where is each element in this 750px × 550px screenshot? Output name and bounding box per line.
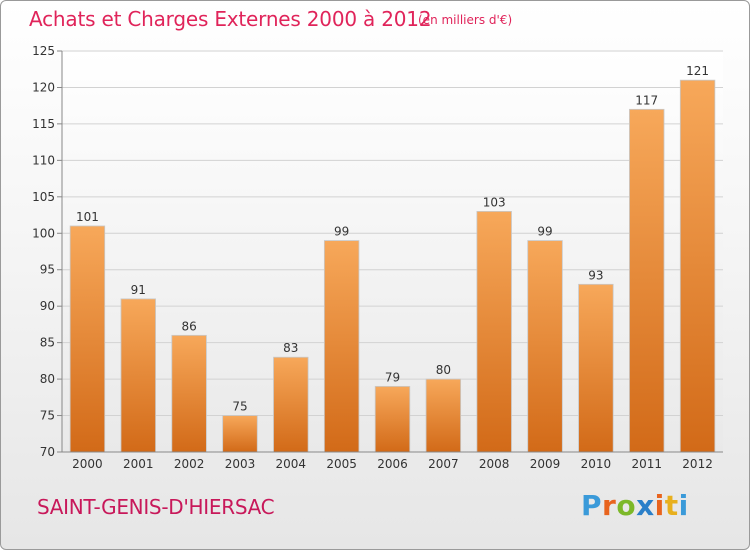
data-label: 91 [131,283,146,297]
data-label: 103 [483,195,506,209]
chart-title: Achats et Charges Externes 2000 à 2012 [29,7,432,31]
y-tick-label: 110 [32,153,55,167]
x-tick-label: 2000 [72,457,103,471]
data-label: 79 [385,370,400,384]
x-tick-label: 2002 [174,457,205,471]
bar-2012 [679,79,716,453]
logo-letter: i [678,489,689,522]
x-tick-label: 2008 [479,457,510,471]
bar-2000 [69,225,106,453]
town-name: SAINT-GENIS-D'HIERSAC [37,495,275,519]
y-tick-label: 80 [40,372,55,386]
y-tick-label: 95 [40,263,55,277]
proxiti-logo[interactable]: Proxiti [581,489,689,522]
y-tick-label: 105 [32,190,55,204]
data-label: 75 [232,400,247,414]
data-label: 121 [686,64,709,78]
logo-letter: i [654,489,665,522]
data-label: 101 [76,210,99,224]
x-tick-label: 2011 [631,457,662,471]
x-tick-label: 2009 [530,457,561,471]
data-label: 80 [436,363,451,377]
bar-2007 [425,378,462,453]
x-tick-label: 2006 [377,457,408,471]
logo-letter: P [581,489,603,522]
logo-letter: t [664,489,679,522]
y-tick-label: 120 [32,80,55,94]
y-tick-label: 100 [32,226,55,240]
data-label: 86 [181,319,196,333]
bar-2011 [629,108,665,453]
data-label: 117 [635,93,658,107]
y-tick-label: 90 [40,299,55,313]
bar-2001 [120,298,156,453]
y-tick-label: 70 [40,445,55,459]
logo-letter: x [636,489,655,522]
y-tick-label: 125 [32,44,55,58]
y-tick-label: 115 [32,117,55,131]
x-tick-label: 2005 [326,457,357,471]
bar-2002 [171,334,207,453]
bar-2010 [578,283,614,453]
data-label: 93 [588,268,603,282]
bar-2008 [476,210,512,453]
bar-2003 [222,415,258,453]
x-tick-label: 2004 [276,457,307,471]
x-tick-label: 2001 [123,457,154,471]
x-tick-label: 2010 [581,457,612,471]
y-tick-label: 85 [40,336,55,350]
data-label: 99 [334,225,349,239]
chart-subtitle: (en milliers d'€) [418,13,513,27]
logo-letter: o [616,489,637,522]
logo-letter: r [602,489,617,522]
x-tick-label: 2003 [225,457,256,471]
bar-2005 [323,240,360,453]
data-label: 83 [283,341,298,355]
bar-2006 [374,385,411,453]
x-tick-label: 2007 [428,457,459,471]
bar-2004 [273,356,309,453]
data-label: 99 [537,225,552,239]
y-tick-label: 75 [40,409,55,423]
bar-2009 [527,240,563,453]
x-tick-label: 2012 [682,457,713,471]
